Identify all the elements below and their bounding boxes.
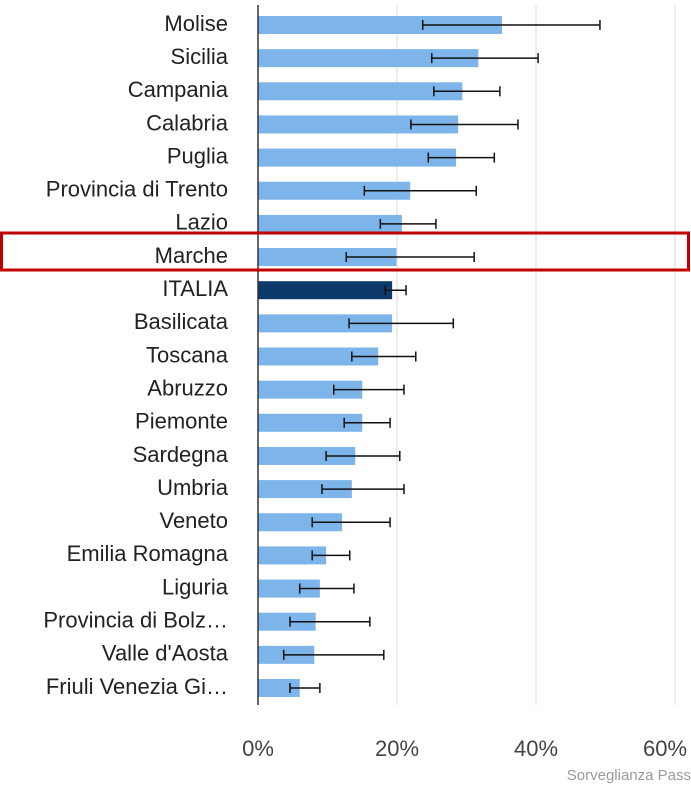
category-label: ITALIA — [162, 276, 228, 301]
bar — [258, 347, 379, 366]
error-bar — [431, 53, 539, 64]
error-bar — [343, 417, 391, 428]
x-tick-label: 60% — [643, 736, 687, 761]
category-label: Provincia di Bolz… — [43, 608, 228, 633]
x-tick-label: 20% — [375, 736, 419, 761]
category-label: Calabria — [146, 110, 229, 135]
bar — [258, 148, 457, 167]
bar — [258, 49, 479, 68]
bar — [258, 181, 411, 200]
bar — [258, 612, 316, 631]
error-bar — [421, 20, 601, 30]
bar — [258, 214, 402, 233]
bar — [258, 281, 393, 300]
category-label: Veneto — [159, 508, 228, 533]
bar — [258, 446, 356, 465]
category-label: Puglia — [167, 143, 229, 168]
error-bar — [321, 484, 405, 495]
error-bar — [345, 252, 475, 263]
category-label: Marche — [155, 243, 228, 268]
category-label: Sardegna — [133, 442, 229, 467]
error-bar — [348, 318, 455, 329]
error-bar — [289, 616, 371, 627]
error-bar — [311, 550, 351, 561]
category-label: Abruzzo — [147, 375, 228, 400]
error-bar — [311, 517, 391, 528]
bar — [258, 82, 463, 101]
x-tick-label: 40% — [514, 736, 558, 761]
error-bar — [379, 218, 437, 229]
source: Sorveglianza Pass — [567, 767, 691, 784]
bar — [258, 380, 363, 399]
category-label: Toscana — [146, 342, 229, 367]
category-label: Lazio — [175, 210, 228, 235]
category-label: Molise — [164, 11, 228, 36]
bar — [258, 115, 459, 134]
x-tick-label: 0% — [242, 736, 274, 761]
category-label: Umbria — [157, 475, 229, 500]
category-label: Campania — [128, 77, 229, 102]
error-bar — [325, 450, 401, 461]
error-bar — [289, 683, 321, 693]
category-label: Liguria — [162, 574, 229, 599]
category-label: Friuli Venezia Gi… — [46, 674, 228, 699]
error-bar — [433, 86, 501, 97]
bar — [258, 546, 327, 565]
error-bar — [282, 649, 385, 660]
category-label: Valle d'Aosta — [102, 641, 229, 666]
category-label: Basilicata — [134, 309, 229, 334]
category-label: Sicilia — [171, 44, 229, 69]
bar — [258, 579, 320, 598]
error-bar — [363, 185, 477, 196]
error-bar — [333, 384, 405, 395]
category-label: Piemonte — [135, 409, 228, 434]
bar — [258, 413, 363, 432]
error-bar — [427, 152, 496, 163]
bar — [258, 314, 393, 333]
error-bar — [298, 583, 355, 594]
bar — [258, 480, 352, 499]
bar — [258, 248, 397, 267]
category-label: Provincia di Trento — [46, 177, 228, 202]
error-bar — [410, 119, 519, 130]
error-bar — [351, 351, 417, 362]
bar — [258, 513, 343, 532]
category-label: Emilia Romagna — [67, 541, 229, 566]
bar — [258, 16, 502, 34]
error-bar — [384, 285, 407, 296]
highlight-box — [0, 231, 690, 272]
